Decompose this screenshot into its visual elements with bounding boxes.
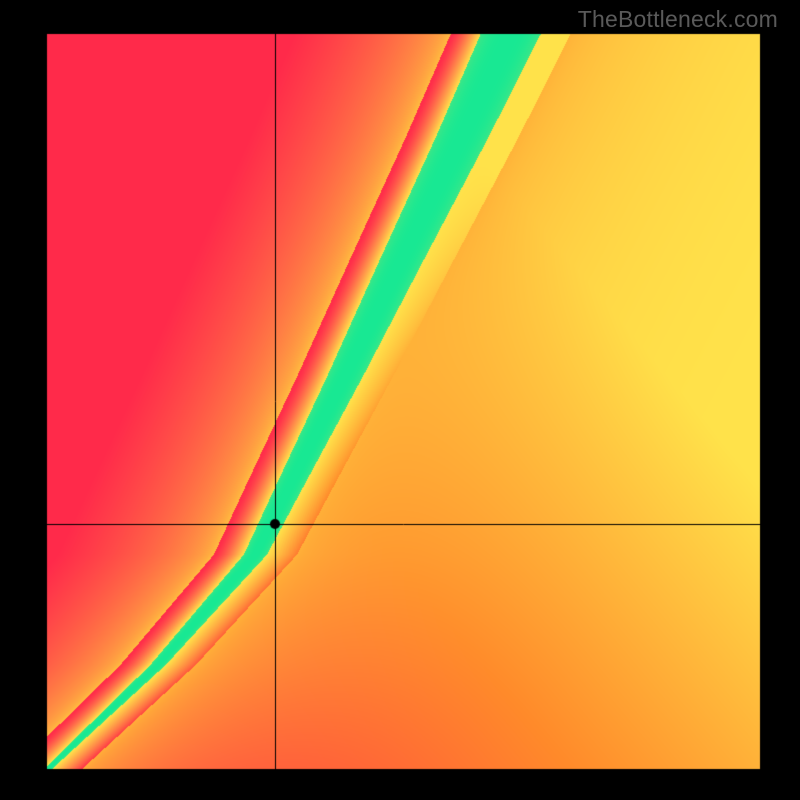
watermark-text: TheBottleneck.com: [578, 6, 778, 33]
heatmap-canvas: [0, 0, 800, 800]
